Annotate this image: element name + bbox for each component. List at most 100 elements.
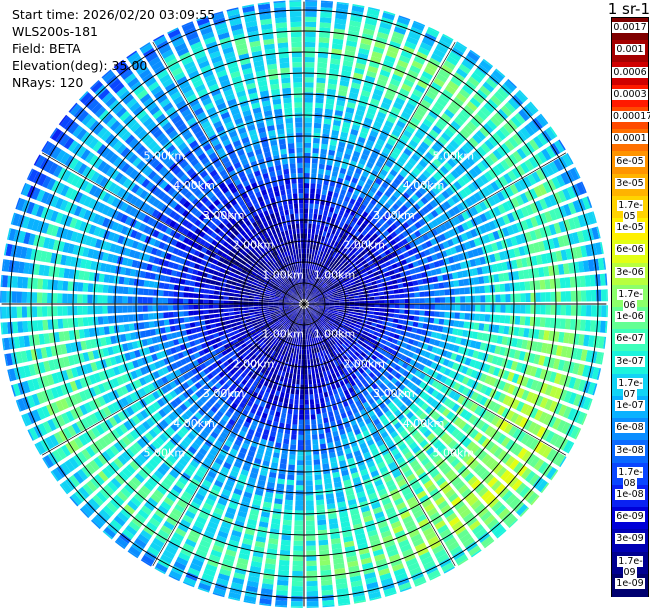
range-gate-cell (313, 300, 319, 302)
range-gate-cell (431, 105, 442, 116)
range-gate-cell (309, 348, 312, 355)
range-gate-cell (483, 102, 495, 114)
range-gate-cell (339, 80, 350, 87)
range-gate-cell (304, 369, 308, 375)
range-gate-cell (313, 388, 318, 395)
range-gate-cell (290, 439, 297, 445)
range-gate-cell (342, 247, 348, 253)
range-gate-cell (479, 285, 486, 294)
range-gate-cell (426, 222, 435, 230)
range-gate-cell (423, 66, 436, 76)
range-gate-cell (528, 243, 536, 254)
range-gate-cell (330, 175, 337, 182)
range-gate-cell (346, 40, 358, 48)
range-gate-cell (426, 231, 434, 239)
range-gate-cell (426, 28, 439, 38)
range-gate-cell (343, 294, 349, 298)
range-gate-cell (387, 83, 399, 92)
range-gate-cell (304, 344, 307, 350)
range-gate-cell (448, 256, 455, 264)
range-gate-cell (325, 279, 330, 284)
range-gate-cell (520, 206, 530, 218)
range-gate-cell (363, 117, 373, 125)
range-gate-cell (336, 214, 343, 221)
range-gate-cell (454, 312, 460, 319)
range-gate-cell (327, 238, 333, 244)
range-gate-cell (321, 453, 328, 460)
range-gate-cell (373, 251, 380, 257)
range-gate-cell (407, 249, 415, 256)
range-gate-cell (306, 520, 315, 526)
range-gate-cell (348, 251, 354, 258)
range-gate-cell (454, 288, 460, 295)
range-gate-cell (333, 282, 339, 287)
range-gate-cell (317, 250, 321, 256)
range-gate-cell (421, 242, 428, 250)
range-gate-cell (305, 434, 311, 441)
range-gate-cell (431, 219, 439, 228)
range-gate-cell (308, 300, 314, 303)
range-gate-cell (317, 173, 324, 180)
range-gate-cell (381, 181, 389, 190)
range-gate-cell (586, 305, 592, 317)
range-gate-cell (516, 221, 524, 232)
range-gate-cell (296, 379, 300, 385)
range-gate-cell (438, 68, 451, 79)
range-gate-cell (389, 258, 396, 265)
range-gate-cell (304, 188, 309, 194)
range-gate-cell (509, 282, 516, 292)
range-gate-cell (418, 227, 426, 235)
range-gate-cell (367, 202, 375, 210)
range-gate-cell (409, 206, 417, 215)
range-gate-cell (500, 83, 513, 96)
range-gate-cell (310, 188, 316, 194)
range-gate-cell (306, 344, 309, 350)
range-gate-cell (473, 165, 483, 175)
range-gate-cell (339, 238, 345, 245)
range-gate-cell (418, 316, 425, 322)
range-gate-cell (325, 432, 332, 439)
range-gate-cell (401, 213, 409, 221)
range-gate-cell (513, 247, 521, 257)
range-gate-cell (304, 213, 308, 219)
range-gate-cell (368, 174, 376, 182)
range-gate-cell (308, 379, 313, 385)
range-gate-cell (522, 176, 532, 188)
range-gate-cell (347, 288, 353, 292)
range-gate-cell (306, 590, 319, 597)
range-gate-cell (507, 119, 518, 131)
range-gate-cell (283, 514, 293, 521)
range-gate-cell (305, 429, 311, 435)
range-gate-cell (417, 279, 424, 285)
range-gate-cell (433, 77, 445, 88)
range-gate-cell (313, 358, 317, 364)
range-gate-cell (430, 238, 437, 246)
range-gate-cell (277, 478, 285, 485)
range-gate-cell (382, 267, 389, 273)
range-gate-cell (442, 89, 454, 99)
range-gate-cell (291, 580, 303, 587)
range-gate-cell (322, 386, 328, 393)
range-gate-cell (423, 95, 434, 105)
range-gate-cell (348, 308, 355, 312)
range-gate-cell (388, 313, 395, 318)
range-gate-cell (276, 483, 285, 490)
range-gate-cell (372, 182, 380, 190)
range-gate-cell (351, 241, 358, 248)
range-gate-cell (305, 41, 316, 48)
range-gate-cell (328, 390, 334, 397)
range-gate-cell (473, 237, 481, 247)
range-gate-cell (524, 142, 536, 154)
range-gate-cell (392, 318, 399, 324)
range-gate-cell (450, 246, 457, 255)
range-gate-cell (413, 203, 421, 211)
range-gate-cell (434, 140, 445, 150)
range-gate-cell (424, 310, 430, 316)
range-gate-cell (292, 414, 298, 420)
range-gate-cell (406, 275, 413, 282)
range-gate-cell (558, 205, 567, 218)
range-gate-cell (336, 236, 342, 243)
range-gate-cell (455, 304, 461, 311)
range-gate-cell (442, 274, 449, 281)
range-gate-cell (316, 293, 322, 297)
